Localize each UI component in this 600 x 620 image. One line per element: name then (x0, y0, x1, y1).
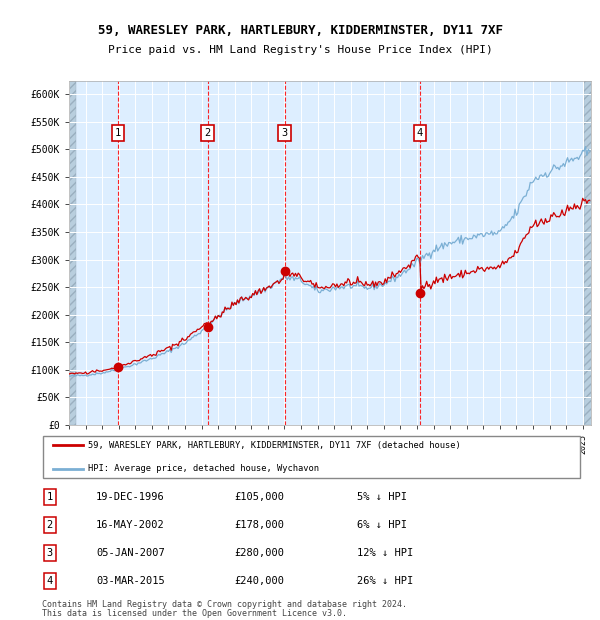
Text: 4: 4 (47, 576, 53, 586)
Text: 2: 2 (205, 128, 211, 138)
Text: 1: 1 (115, 128, 121, 138)
Text: £105,000: £105,000 (234, 492, 284, 502)
Text: This data is licensed under the Open Government Licence v3.0.: This data is licensed under the Open Gov… (42, 609, 347, 618)
Text: 3: 3 (281, 128, 288, 138)
FancyBboxPatch shape (43, 436, 580, 478)
Text: 2: 2 (47, 520, 53, 530)
Text: 12% ↓ HPI: 12% ↓ HPI (357, 548, 413, 558)
Text: 59, WARESLEY PARK, HARTLEBURY, KIDDERMINSTER, DY11 7XF: 59, WARESLEY PARK, HARTLEBURY, KIDDERMIN… (97, 25, 503, 37)
Text: Contains HM Land Registry data © Crown copyright and database right 2024.: Contains HM Land Registry data © Crown c… (42, 600, 407, 609)
Text: HPI: Average price, detached house, Wychavon: HPI: Average price, detached house, Wych… (88, 464, 319, 473)
Bar (69, 81, 76, 425)
Text: 4: 4 (416, 128, 423, 138)
Text: 3: 3 (47, 548, 53, 558)
Text: 19-DEC-1996: 19-DEC-1996 (96, 492, 165, 502)
Bar (584, 81, 592, 425)
Text: £178,000: £178,000 (234, 520, 284, 530)
Text: 03-MAR-2015: 03-MAR-2015 (96, 576, 165, 586)
Text: £240,000: £240,000 (234, 576, 284, 586)
Text: Price paid vs. HM Land Registry's House Price Index (HPI): Price paid vs. HM Land Registry's House … (107, 45, 493, 55)
Text: 16-MAY-2002: 16-MAY-2002 (96, 520, 165, 530)
Text: 26% ↓ HPI: 26% ↓ HPI (357, 576, 413, 586)
Text: 05-JAN-2007: 05-JAN-2007 (96, 548, 165, 558)
Text: 1: 1 (47, 492, 53, 502)
Text: 5% ↓ HPI: 5% ↓ HPI (357, 492, 407, 502)
Text: £280,000: £280,000 (234, 548, 284, 558)
Text: 59, WARESLEY PARK, HARTLEBURY, KIDDERMINSTER, DY11 7XF (detached house): 59, WARESLEY PARK, HARTLEBURY, KIDDERMIN… (88, 441, 461, 450)
Text: 6% ↓ HPI: 6% ↓ HPI (357, 520, 407, 530)
